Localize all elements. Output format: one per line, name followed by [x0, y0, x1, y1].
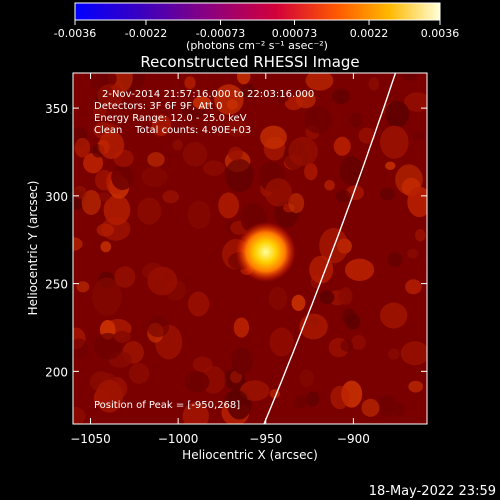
y-tick-label: 200	[45, 365, 68, 379]
solar-limb-line	[263, 73, 397, 424]
annotation-energy-range: Energy Range: 12.0 - 25.0 keV	[94, 113, 247, 124]
x-tick-label: −900	[337, 432, 370, 446]
y-axis-tick-labels: 200 250 300 350	[45, 102, 68, 379]
colorbar-tick-label: -0.00073	[196, 27, 245, 40]
x-axis-ticks	[90, 73, 354, 424]
x-tick-label: −1050	[70, 432, 111, 446]
colorbar-tick-label: -0.0022	[125, 27, 167, 40]
colorbar-unit-label: (photons cm⁻² s⁻¹ asec⁻²)	[186, 39, 328, 52]
colorbar-tick-label: 0.0036	[421, 27, 460, 40]
footer-timestamp: 18-May-2022 23:59	[369, 484, 496, 499]
colorbar-tick-label: 0.00073	[272, 27, 318, 40]
image-speckle	[73, 73, 427, 424]
y-tick-label: 350	[45, 102, 68, 116]
annotation-detectors: Detectors: 3F 6F 9F, Att 0	[94, 101, 222, 112]
flare-peak-source	[235, 222, 296, 283]
x-tick-label: −1000	[158, 432, 199, 446]
colorbar	[74, 2, 441, 21]
y-tick-label: 250	[45, 278, 68, 292]
y-axis-ticks	[73, 107, 427, 372]
annotation-clean-counts: Clean Total counts: 4.90E+03	[94, 125, 251, 136]
colorbar-tick-labels: -0.0036 -0.0022 -0.00073 0.00073 0.0022 0.003…	[54, 27, 459, 40]
plot-frame	[72, 72, 428, 425]
y-tick-label: 300	[45, 190, 68, 204]
colorbar-tick-label: 0.0022	[350, 27, 389, 40]
annotation-time-range: 2-Nov-2014 21:57:16.000 to 22:03:16.000	[102, 89, 314, 100]
x-axis-label: Heliocentric X (arcsec)	[182, 448, 318, 462]
annotation-peak-position: Position of Peak = [-950,268]	[94, 400, 240, 411]
colorbar-tick-label: -0.0036	[54, 27, 96, 40]
x-axis-tick-labels: −1050 −1000 −950 −900	[70, 432, 370, 446]
chart-title: Reconstructed RHESSI Image	[140, 53, 359, 71]
y-axis-label: Heliocentric Y (arcsec)	[26, 181, 40, 316]
x-tick-label: −950	[249, 432, 282, 446]
colorbar-ticks	[74, 20, 441, 25]
